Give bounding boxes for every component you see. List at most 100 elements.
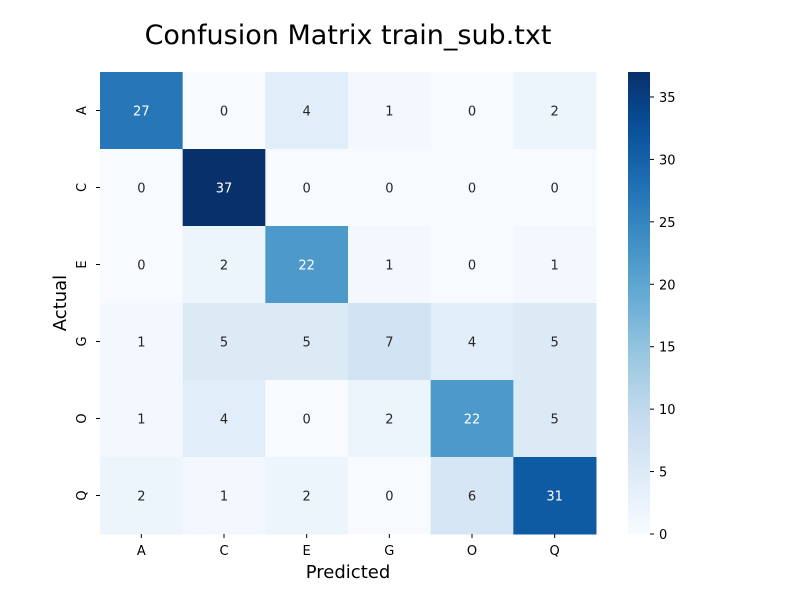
y-axis-label: Actual <box>50 275 71 331</box>
heatmap-cell-O-O <box>430 380 514 458</box>
heatmap-cell-E-E <box>265 226 349 304</box>
colorbar-tick-label: 5 <box>659 466 667 481</box>
x-tick-label: G <box>384 544 394 559</box>
heatmap-cell-C-E <box>265 149 349 227</box>
cell-value-label: 2 <box>220 259 228 274</box>
cell-value-label: 5 <box>551 336 559 351</box>
heatmap-cell-G-Q <box>513 303 597 381</box>
cell-value-label: 0 <box>468 182 476 197</box>
heatmap-cell-Q-G <box>348 457 432 535</box>
cell-value-label: 0 <box>385 182 393 197</box>
heatmap-cell-C-A <box>100 149 184 227</box>
cell-value-label: 27 <box>133 105 150 120</box>
cell-value-label: 2 <box>303 490 311 505</box>
cell-value-label: 2 <box>551 105 559 120</box>
heatmap-cell-E-C <box>182 226 266 304</box>
cell-value-label: 0 <box>220 105 228 120</box>
cell-value-label: 4 <box>468 336 476 351</box>
heatmap-cell-O-Q <box>513 380 597 458</box>
heatmap-cell-A-G <box>348 72 432 150</box>
colorbar-ticks: 0 5 10 15 20 25 30 35 <box>650 91 676 543</box>
cell-value-label: 1 <box>385 259 393 274</box>
heatmap-cells <box>100 72 597 535</box>
x-axis-label: Predicted <box>306 562 391 583</box>
heatmap-cell-C-G <box>348 149 432 227</box>
heatmap-cell-G-G <box>348 303 432 381</box>
y-tick-label: E <box>75 260 90 268</box>
y-tick-label: O <box>75 413 90 423</box>
heatmap-cell-E-Q <box>513 226 597 304</box>
colorbar-tick-label: 0 <box>659 528 667 543</box>
cell-value-label: 22 <box>464 413 481 428</box>
cell-value-label: 0 <box>303 182 311 197</box>
cell-value-label: 4 <box>220 413 228 428</box>
cell-value-label: 2 <box>137 490 145 505</box>
colorbar-tick-label: 15 <box>659 341 676 356</box>
y-tick-label: Q <box>75 490 90 500</box>
x-tick-label: C <box>219 544 228 559</box>
colorbar-tick-label: 35 <box>659 91 676 106</box>
heatmap-cell-O-A <box>100 380 184 458</box>
heatmap-cell-O-G <box>348 380 432 458</box>
heatmap-cell-A-C <box>182 72 266 150</box>
colorbar-tick-label: 10 <box>659 403 676 418</box>
heatmap-cell-labels: 27 0 4 1 0 20 37 0 0 0 00 2 22 1 0 11 5 5 7 4 51 4 0 2 22 52 1 2 0 6 3… <box>133 105 563 505</box>
heatmap-cell-G-O <box>430 303 514 381</box>
colorbar-tick-label: 30 <box>659 153 676 168</box>
heatmap-cell-Q-C <box>182 457 266 535</box>
x-tick-label: E <box>303 544 311 559</box>
heatmap-cell-Q-E <box>265 457 349 535</box>
cell-value-label: 0 <box>137 182 145 197</box>
heatmap-cell-O-E <box>265 380 349 458</box>
cell-value-label: 0 <box>551 182 559 197</box>
x-tick-label: O <box>467 544 477 559</box>
cell-value-label: 0 <box>303 413 311 428</box>
heatmap-cell-C-Q <box>513 149 597 227</box>
cell-value-label: 1 <box>385 105 393 120</box>
cell-value-label: 22 <box>298 259 315 274</box>
cell-value-label: 0 <box>385 490 393 505</box>
cell-value-label: 1 <box>137 413 145 428</box>
chart-title: Confusion Matrix train_sub.txt <box>145 20 552 51</box>
y-axis-ticks: A C E G O Q <box>75 106 100 501</box>
heatmap-cell-E-G <box>348 226 432 304</box>
y-tick-label: G <box>75 336 90 346</box>
heatmap-cell-A-O <box>430 72 514 150</box>
cell-value-label: 31 <box>546 490 563 505</box>
cell-value-label: 2 <box>385 413 393 428</box>
y-tick-label: A <box>75 106 90 115</box>
cell-value-label: 1 <box>551 259 559 274</box>
x-tick-label: Q <box>550 544 560 559</box>
cell-value-label: 5 <box>220 336 228 351</box>
cell-value-label: 0 <box>137 259 145 274</box>
heatmap-cell-Q-Q <box>513 457 597 535</box>
heatmap-cell-E-A <box>100 226 184 304</box>
cell-value-label: 1 <box>220 490 228 505</box>
cell-value-label: 7 <box>385 336 393 351</box>
cell-value-label: 37 <box>216 182 233 197</box>
cell-value-label: 0 <box>468 105 476 120</box>
heatmap-cell-A-Q <box>513 72 597 150</box>
heatmap-cell-G-A <box>100 303 184 381</box>
x-tick-label: A <box>137 544 146 559</box>
colorbar-tick-label: 25 <box>659 216 676 231</box>
heatmap-cell-G-E <box>265 303 349 381</box>
cell-value-label: 5 <box>551 413 559 428</box>
cell-value-label: 0 <box>468 259 476 274</box>
cell-value-label: 1 <box>137 336 145 351</box>
colorbar <box>628 72 650 534</box>
heatmap-cell-A-A <box>100 72 184 150</box>
colorbar-tick-label: 20 <box>659 278 676 293</box>
heatmap-cell-E-O <box>430 226 514 304</box>
heatmap-cell-Q-A <box>100 457 184 535</box>
heatmap-cell-G-C <box>182 303 266 381</box>
y-tick-label: C <box>75 183 90 192</box>
cell-value-label: 5 <box>303 336 311 351</box>
cell-value-label: 6 <box>468 490 476 505</box>
heatmap-cell-C-C <box>182 149 266 227</box>
cell-value-label: 4 <box>303 105 311 120</box>
heatmap-cell-O-C <box>182 380 266 458</box>
heatmap-cell-C-O <box>430 149 514 227</box>
